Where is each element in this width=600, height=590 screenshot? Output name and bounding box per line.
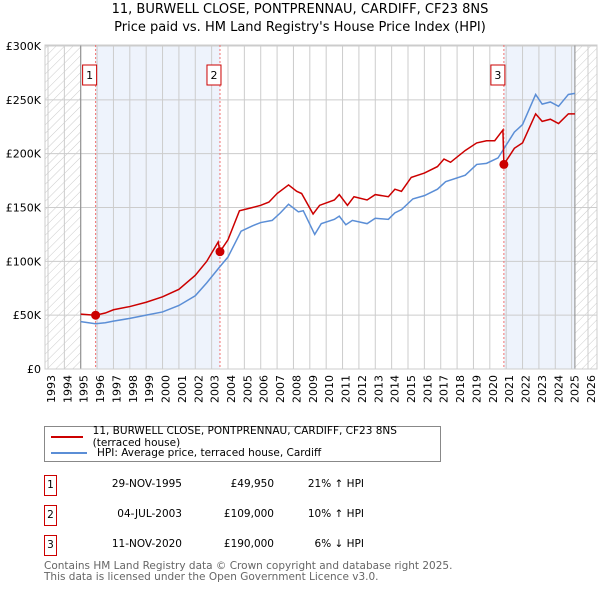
sale-marker-label: 1 xyxy=(86,69,93,82)
x-tick-label: 1993 xyxy=(45,375,58,403)
sale-number: 3 xyxy=(44,535,57,556)
sale-date: 04-JUL-2003 xyxy=(117,508,182,520)
series-line-price xyxy=(80,112,575,316)
x-tick-label: 2007 xyxy=(274,375,287,403)
sale-price: £49,950 xyxy=(230,478,274,490)
x-tick-label: 1999 xyxy=(143,375,156,403)
x-tick-label: 2003 xyxy=(209,375,222,403)
sale-marker-label: 2 xyxy=(210,69,217,82)
footer-licence: This data is licensed under the Open Gov… xyxy=(44,571,379,583)
x-tick-label: 1996 xyxy=(94,375,107,403)
x-tick-label: 2008 xyxy=(290,375,303,403)
chart-subtitle: Price paid vs. HM Land Registry's House … xyxy=(114,20,486,35)
x-tick-label: 2023 xyxy=(536,375,549,403)
sale-marker-box xyxy=(82,64,98,86)
chart-title: 11, BURWELL CLOSE, PONTPRENNAU, CARDIFF,… xyxy=(111,2,489,17)
sale-marker-box xyxy=(206,64,222,86)
legend-price-label: 11, BURWELL CLOSE, PONTPRENNAU, CARDIFF,… xyxy=(92,425,397,449)
sale-number: 1 xyxy=(44,475,57,496)
y-tick-label: £150K xyxy=(6,202,42,215)
x-tick-label: 2004 xyxy=(225,375,238,403)
sale-price: £109,000 xyxy=(223,508,274,520)
sale-hpi-diff: 21% ↑ HPI xyxy=(307,478,364,490)
y-tick-label: £0 xyxy=(27,363,41,376)
sale-marker-box xyxy=(490,64,506,86)
sale-hpi-diff: 10% ↑ HPI xyxy=(307,508,364,520)
price-chart: 1993 1994 1995 1996 1997 1998 1999 2000 2001 2002… xyxy=(6,40,598,403)
y-tick-label: £100K xyxy=(6,255,42,268)
legend-hpi-swatch xyxy=(51,452,87,454)
x-tick-label: 2002 xyxy=(192,375,205,403)
x-tick-label: 2025 xyxy=(569,375,582,403)
plot-border xyxy=(44,44,598,370)
x-tick-label: 2014 xyxy=(389,375,402,403)
x-tick-label: 2006 xyxy=(258,375,271,403)
sale-number: 2 xyxy=(44,505,57,526)
sale-point xyxy=(499,159,509,169)
x-tick-label: 2024 xyxy=(552,375,565,403)
x-tick-label: 2021 xyxy=(503,375,516,403)
footer: Contains HM Land Registry data © Crown c… xyxy=(44,561,452,583)
sale-hpi-diff: 6% ↓ HPI xyxy=(314,538,364,550)
y-tick-label: £250K xyxy=(6,94,42,107)
x-tick-label: 2012 xyxy=(356,375,369,403)
x-tick-label: 2011 xyxy=(340,375,353,403)
x-tick-label: 2026 xyxy=(585,375,598,403)
x-tick-label: 1998 xyxy=(127,375,140,403)
x-tick-label: 2000 xyxy=(160,375,173,403)
x-tick-label: 2020 xyxy=(487,375,500,403)
x-tick-label: 1994 xyxy=(61,375,74,403)
y-tick-label: £50K xyxy=(13,309,42,322)
sale-date: 11-NOV-2020 xyxy=(111,538,182,550)
footer-copyright: Contains HM Land Registry data © Crown c… xyxy=(44,560,453,572)
x-tick-label: 2017 xyxy=(438,375,451,403)
y-tick-label: £200K xyxy=(6,148,42,161)
x-tick-label: 2015 xyxy=(405,375,418,403)
x-tick-label: 2022 xyxy=(520,375,533,403)
x-tick-label: 2009 xyxy=(307,375,320,403)
sale-price: £190,000 xyxy=(223,538,274,550)
legend-price-swatch xyxy=(51,436,83,438)
y-tick-label: £300K xyxy=(6,40,42,53)
x-tick-label: 2001 xyxy=(176,375,189,403)
sale-point xyxy=(215,247,225,257)
x-tick-label: 2018 xyxy=(454,375,467,403)
x-tick-label: 1995 xyxy=(78,375,91,403)
legend-hpi-label: HPI: Average price, terraced house, Card… xyxy=(97,447,322,459)
sale-point xyxy=(91,310,101,320)
x-tick-label: 2016 xyxy=(421,375,434,403)
x-tick-label: 2019 xyxy=(470,375,483,403)
sale-marker-label: 3 xyxy=(494,69,501,82)
x-tick-label: 2010 xyxy=(323,375,336,403)
x-tick-label: 2005 xyxy=(241,375,254,403)
sale-date: 29-NOV-1995 xyxy=(111,478,182,490)
x-tick-label: 1997 xyxy=(110,375,123,403)
x-tick-label: 2013 xyxy=(372,375,385,403)
legend: 11, BURWELL CLOSE, PONTPRENNAU, CARDIFF,… xyxy=(44,425,441,462)
